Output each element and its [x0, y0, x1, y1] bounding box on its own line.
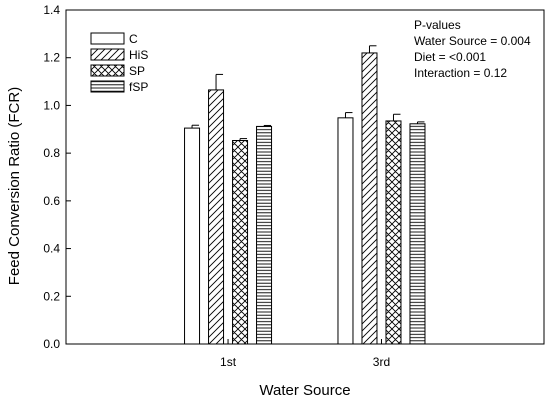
annotation-line: Interaction = 0.12	[414, 66, 507, 80]
y-tick-label: 1.4	[43, 3, 60, 17]
y-tick-label: 0.0	[43, 337, 60, 351]
legend-swatch	[90, 32, 125, 45]
bar	[184, 127, 201, 345]
annotation-line: Diet = <0.001	[414, 50, 486, 64]
bar	[208, 89, 225, 345]
legend-label: HiS	[129, 48, 148, 62]
y-axis-title: Feed Conversion Ratio (FCR)	[6, 87, 23, 285]
bar	[232, 139, 249, 345]
bar	[256, 125, 273, 345]
legend-label: C	[129, 32, 138, 46]
bar	[385, 120, 402, 345]
plot-frame	[65, 9, 545, 345]
bars	[184, 45, 426, 345]
annotation-line: Water Source = 0.004	[414, 34, 531, 48]
p-values-annotation: P-values Water Source = 0.004 Diet = <0.…	[414, 18, 531, 80]
annotation-line: P-values	[414, 18, 461, 32]
legend-swatch	[90, 48, 125, 61]
bar	[409, 123, 426, 345]
bar	[337, 117, 354, 345]
y-tick-label: 0.4	[43, 242, 60, 256]
y-tick-label: 0.6	[43, 194, 60, 208]
y-tick-label: 1.0	[43, 98, 60, 112]
bar	[361, 52, 378, 345]
y-tick-label: 0.2	[43, 289, 60, 303]
legend-swatch	[90, 80, 125, 93]
x-tick-label: 1st	[220, 355, 237, 369]
y-tick-label: 1.2	[43, 51, 60, 65]
legend-swatch	[90, 64, 125, 77]
legend: C HiS SP fSP	[90, 32, 148, 94]
legend-label: SP	[129, 64, 145, 78]
y-axis: 0.0 0.2 0.4 0.6 0.8 1.0 1.2 1.4	[43, 3, 71, 351]
plot-area	[65, 9, 545, 345]
x-axis: 1st 3rd	[220, 339, 390, 369]
x-axis-title: Water Source	[259, 382, 350, 399]
legend-label: fSP	[129, 80, 148, 94]
x-tick-label: 3rd	[373, 355, 390, 369]
y-tick-label: 0.8	[43, 146, 60, 160]
